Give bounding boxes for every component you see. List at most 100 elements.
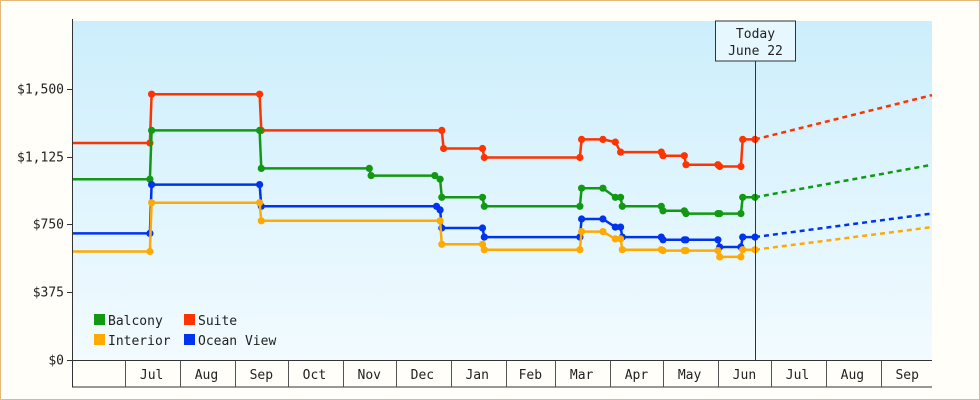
data-point-ocean-view-6 (436, 206, 444, 214)
data-point-suite-12 (611, 138, 619, 146)
x-tick-label-8: Mar (570, 368, 594, 383)
data-point-interior-18 (682, 247, 690, 255)
data-point-balcony-23 (716, 210, 724, 218)
x-tick-label-13: Aug (841, 368, 864, 383)
data-point-suite-7 (478, 144, 487, 153)
data-point-balcony-4 (257, 164, 265, 172)
forecast-line-interior (754, 225, 933, 251)
data-point-interior-10 (578, 228, 586, 236)
x-tick-label-4: Nov (358, 368, 382, 383)
data-point-interior-11 (599, 228, 607, 236)
data-point-interior-19 (714, 247, 722, 255)
data-point-balcony-15 (611, 193, 619, 201)
legend-label-balcony: Balcony (108, 314, 163, 329)
data-point-balcony-10 (478, 193, 487, 201)
data-point-interior-5 (436, 217, 444, 225)
x-tick-label-2: Sep (250, 368, 274, 383)
x-axis-strip (72, 360, 932, 387)
data-point-balcony-2 (148, 126, 156, 134)
data-point-interior-21 (737, 253, 745, 261)
data-point-ocean-view-8 (478, 224, 487, 232)
y-tick-label-2: $750 (33, 218, 64, 233)
legend-swatch-interior (94, 334, 105, 345)
data-point-balcony-6 (367, 172, 375, 180)
data-point-balcony-17 (618, 202, 626, 210)
data-point-interior-1 (146, 247, 154, 256)
data-point-balcony-21 (682, 210, 690, 218)
today-marker-box (715, 20, 796, 62)
data-point-balcony-5 (365, 164, 373, 172)
x-tick-label-12: Jul (786, 368, 809, 383)
data-point-interior-12 (611, 235, 619, 243)
data-point-suite-10 (578, 135, 586, 143)
today-marker-label-line1: Today (736, 27, 775, 42)
data-point-suite-11 (599, 135, 607, 143)
data-point-balcony-25 (739, 193, 747, 201)
legend-label-suite: Suite (198, 314, 237, 329)
x-tick-label-7: Feb (519, 368, 543, 383)
today-marker-label-line2: June 22 (728, 44, 783, 59)
x-tick-label-1: Aug (195, 368, 218, 383)
data-point-suite-9 (576, 153, 584, 162)
data-point-balcony-11 (480, 202, 488, 210)
legend-swatch-balcony (94, 314, 105, 325)
data-point-ocean-view-2 (148, 181, 156, 189)
legend-label-ocean-view: Ocean View (198, 334, 276, 349)
data-point-balcony-14 (599, 184, 607, 192)
data-point-interior-3 (256, 199, 264, 207)
legend-swatch-ocean-view (184, 334, 195, 345)
data-point-interior-9 (576, 246, 584, 254)
data-point-balcony-1 (146, 175, 154, 183)
data-point-suite-3 (256, 90, 264, 98)
y-tick-label-4: $1,500 (17, 83, 64, 98)
data-point-ocean-view-20 (714, 236, 722, 244)
data-point-interior-14 (618, 246, 626, 254)
x-tick-label-0: Jul (140, 368, 163, 383)
data-point-interior-20 (716, 253, 724, 261)
x-tick-label-10: May (678, 368, 702, 383)
x-tick-label-3: Oct (303, 368, 326, 383)
data-point-interior-8 (480, 246, 488, 254)
y-tick-label-3: $1,125 (17, 151, 64, 166)
data-point-interior-13 (617, 235, 625, 243)
data-point-ocean-view-14 (617, 223, 625, 231)
data-point-suite-19 (716, 162, 724, 171)
data-point-ocean-view-12 (599, 215, 607, 223)
data-point-balcony-24 (737, 210, 745, 218)
data-point-balcony-7 (431, 172, 439, 180)
data-point-interior-6 (438, 240, 446, 248)
data-point-interior-22 (739, 246, 747, 254)
data-point-ocean-view-23 (739, 233, 747, 241)
data-point-ocean-view-3 (256, 181, 264, 189)
x-tick-label-9: Apr (625, 368, 649, 383)
y-tick-label-0: $0 (48, 354, 64, 369)
data-point-suite-17 (682, 161, 690, 169)
forecast-line-ocean-view (754, 212, 933, 239)
data-point-ocean-view-11 (578, 215, 586, 223)
x-tick-label-11: Jun (733, 368, 756, 383)
data-point-balcony-3 (256, 126, 264, 134)
data-point-balcony-13 (578, 184, 586, 192)
data-point-suite-13 (617, 148, 625, 156)
legend-swatch-suite (184, 314, 195, 325)
data-point-balcony-8 (436, 175, 444, 183)
data-point-balcony-12 (576, 202, 584, 210)
data-point-suite-20 (737, 162, 745, 171)
data-point-ocean-view-17 (659, 236, 667, 244)
x-tick-label-6: Jan (465, 368, 488, 383)
forecast-line-suite (754, 93, 933, 141)
y-tick-label-1: $375 (33, 286, 64, 301)
data-point-balcony-19 (659, 207, 667, 215)
data-point-balcony-9 (438, 193, 446, 201)
data-point-suite-15 (659, 152, 667, 160)
data-point-ocean-view-19 (682, 236, 690, 244)
data-point-suite-21 (739, 135, 747, 143)
data-point-interior-16 (659, 247, 667, 255)
data-point-ocean-view-13 (611, 223, 619, 231)
data-point-suite-2 (148, 90, 156, 98)
x-tick-label-14: Sep (895, 368, 919, 383)
data-point-interior-4 (257, 217, 265, 225)
legend-label-interior: Interior (108, 334, 171, 349)
